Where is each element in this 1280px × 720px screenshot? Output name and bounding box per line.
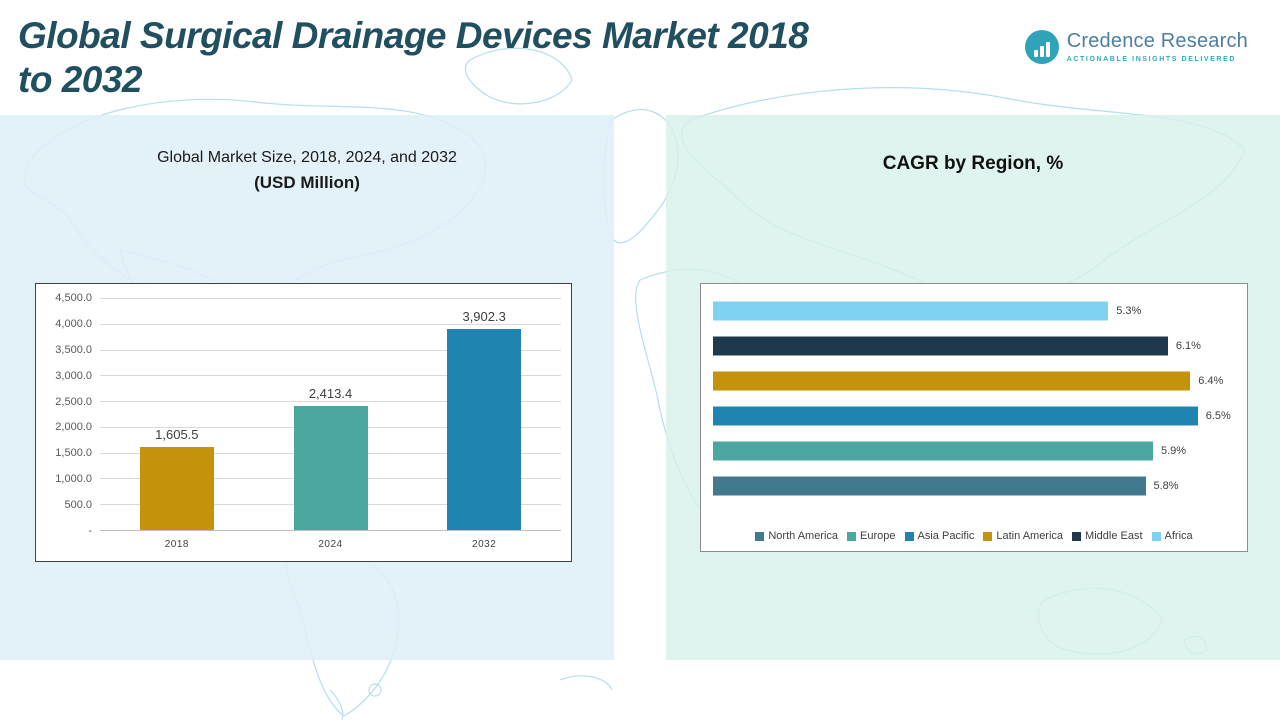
legend-swatch xyxy=(1072,531,1082,541)
market-size-xaxis: 2018 2024 2032 xyxy=(100,539,561,555)
cagr-value-label: 5.9% xyxy=(1160,444,1187,457)
y-tick-label: 500.0 xyxy=(64,499,92,512)
cagr-bar xyxy=(713,441,1153,461)
bar-2018 xyxy=(139,447,214,530)
page-title-line2: to 2032 xyxy=(18,58,143,100)
cagr-bar xyxy=(713,371,1191,391)
y-tick-label: 1,500.0 xyxy=(55,447,92,460)
legend-label: Europe xyxy=(860,530,896,542)
cagr-bars: 5.3% 6.1% 6.4% 6.5% 5.9% 5.8% xyxy=(713,294,1235,503)
market-size-panel: Global Market Size, 2018, 2024, and 2032… xyxy=(0,115,614,660)
cagr-chart: 5.3% 6.1% 6.4% 6.5% 5.9% 5.8% North America Eu… xyxy=(700,283,1248,552)
legend-swatch xyxy=(1151,531,1161,541)
x-tick-label: 2032 xyxy=(472,539,497,550)
gridline xyxy=(100,323,561,325)
market-size-plot: 1,605.5 2,413.4 3,902.3 xyxy=(100,298,561,531)
gridline xyxy=(100,401,561,403)
cagr-chart-title: CAGR by Region, % xyxy=(882,153,1064,174)
market-size-chart-subtitle: (USD Million) xyxy=(254,173,360,192)
cagr-bar xyxy=(713,336,1168,356)
cagr-value-label: 6.4% xyxy=(1198,375,1224,388)
x-tick-label: 2024 xyxy=(318,539,343,550)
cagr-bar xyxy=(713,476,1146,496)
logo-tagline: Actionable Insights Delivered xyxy=(1066,56,1237,63)
page-title: Global Surgical Drainage Devices Market … xyxy=(18,14,978,101)
logo-name: Credence Research xyxy=(1066,30,1248,52)
y-tick-label: 1,000.0 xyxy=(55,473,92,486)
content-panels: Global Market Size, 2018, 2024, and 2032… xyxy=(0,115,1280,660)
x-tick-label: 2018 xyxy=(164,539,189,550)
panel-gap xyxy=(614,115,666,660)
cagr-row-middle-east: 6.1% xyxy=(713,329,1235,364)
cagr-value-label: 5.8% xyxy=(1153,479,1179,492)
legend-item-europe: Europe xyxy=(847,530,896,542)
legend-label: Africa xyxy=(1164,530,1193,542)
cagr-row-asia-pacific: 6.5% xyxy=(713,398,1235,433)
y-tick-label: 3,000.0 xyxy=(55,369,92,382)
cagr-bar xyxy=(713,406,1198,426)
bar-2024 xyxy=(293,405,368,530)
legend-swatch xyxy=(983,531,993,541)
gridline xyxy=(100,375,561,377)
y-tick-label: 4,500.0 xyxy=(55,292,92,304)
market-size-yaxis: 4,500.0 4,000.0 3,500.0 3,000.0 2,500.0 2,000… xyxy=(40,292,96,537)
cagr-value-label: 6.5% xyxy=(1205,409,1231,422)
cagr-row-north-america: 5.8% xyxy=(713,468,1235,503)
cagr-value-label: 6.1% xyxy=(1175,340,1201,353)
y-tick-label: 3,500.0 xyxy=(55,343,92,356)
y-tick-label: 2,000.0 xyxy=(55,421,92,434)
legend-label: North America xyxy=(768,530,839,542)
legend-swatch xyxy=(755,531,765,541)
gridline xyxy=(100,349,561,351)
legend-item-africa: Africa xyxy=(1151,530,1193,542)
cagr-legend: North America Europe Asia Pacific Latin Ame… xyxy=(701,530,1247,542)
credence-research-logo: Credence Research Actionable Insights De… xyxy=(1024,30,1248,64)
market-size-chart: 4,500.0 4,000.0 3,500.0 3,000.0 2,500.0 2,000… xyxy=(35,283,572,562)
y-tick-label: 4,000.0 xyxy=(55,317,92,330)
credence-logo-icon xyxy=(1024,30,1059,64)
legend-item-middle-east: Middle East xyxy=(1072,530,1143,542)
legend-item-north-america: North America xyxy=(755,530,838,542)
bar-value-label: 3,902.3 xyxy=(462,308,506,324)
cagr-value-label: 5.3% xyxy=(1116,305,1142,318)
bar-2032 xyxy=(447,328,522,530)
cagr-bar xyxy=(713,301,1109,321)
market-size-chart-title: Global Market Size, 2018, 2024, and 2032 xyxy=(157,149,457,166)
legend-label: Middle East xyxy=(1085,530,1143,542)
legend-swatch xyxy=(847,531,857,541)
header: Global Surgical Drainage Devices Market … xyxy=(0,8,1280,116)
legend-item-asia-pacific: Asia Pacific xyxy=(904,530,975,542)
cagr-row-latin-america: 6.4% xyxy=(713,364,1235,399)
gridline xyxy=(100,298,561,299)
legend-label: Latin America xyxy=(996,530,1064,542)
legend-item-latin-america: Latin America xyxy=(983,530,1063,542)
bar-value-label: 1,605.5 xyxy=(155,427,199,443)
cagr-row-europe: 5.9% xyxy=(713,433,1235,468)
logo-text: Credence Research Actionable Insights De… xyxy=(1067,30,1248,63)
legend-label: Asia Pacific xyxy=(917,530,975,542)
y-tick-label: - xyxy=(88,525,92,537)
legend-swatch xyxy=(904,531,914,541)
cagr-panel: CAGR by Region, % 5.3% 6.1% 6.4% 6.5% 5.9% 5.… xyxy=(666,115,1280,660)
bar-value-label: 2,413.4 xyxy=(308,385,353,401)
y-tick-label: 2,500.0 xyxy=(55,395,92,408)
cagr-row-africa: 5.3% xyxy=(713,294,1235,329)
page-title-line1: Global Surgical Drainage Devices Market … xyxy=(18,15,809,56)
